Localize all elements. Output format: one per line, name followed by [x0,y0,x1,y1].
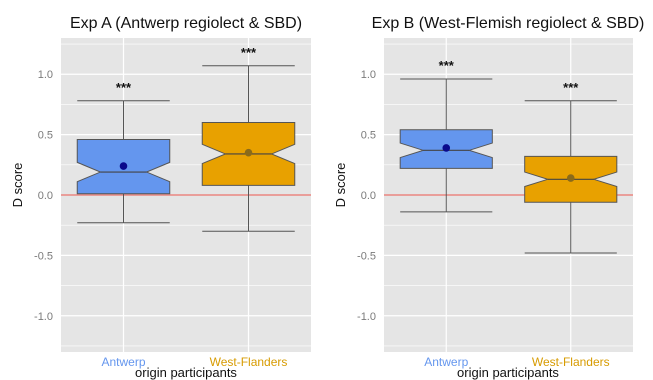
panel-b-plot: 1.0 0.5 0.0 -0.5 -1.0 *** Antwerp *** West-Fland… [357,38,633,369]
panel-a-y-tick-label: 0.5 [38,130,53,142]
panel-b-y-axis-label: D score [333,163,348,208]
panel-a-antwerp-category-label: Antwerp [101,355,145,369]
panel-b-x-axis-label: origin participants [457,365,559,380]
panel-a-west-flanders-significance-label: *** [241,45,257,60]
panel-b-y-tick-label: 0.5 [361,130,376,142]
panel-a-plot: 1.0 0.5 0.0 -0.5 -1.0 *** Antwerp *** West-Fland… [34,38,311,369]
panel-b-y-tick-label: 0.0 [361,190,376,202]
panel-a-west-flanders-category-label: West-Flanders [210,355,288,369]
panel-a-y-tick-label: -0.5 [34,250,53,262]
panel-b-y-tick-label: -1.0 [357,311,376,323]
panel-a-title: Exp A (Antwerp regiolect & SBD) [70,15,302,32]
panel-a-antwerp-mean-point [119,162,128,170]
panel-b-y-tick-label: -0.5 [357,250,376,262]
panel-a-y-axis-label: D score [10,163,25,208]
panel-a-west-flanders-mean-point [244,148,253,157]
panel-b-y-tick-label: 1.0 [361,69,376,81]
panel-a-antwerp-significance-label: *** [116,80,132,95]
panel-b-west-flanders-significance-label: *** [563,80,579,95]
panel-b-antwerp-significance-label: *** [439,58,455,73]
panel-a-x-axis-label: origin participants [135,365,237,380]
panel-b-antwerp-category-label: Antwerp [424,355,468,369]
panel-b-title: Exp B (West-Flemish regiolect & SBD) [372,15,645,32]
panel-b-west-flanders-category-label: West-Flanders [532,355,610,369]
panel-b-west-flanders-mean-point [566,174,575,182]
panel-a-y-tick-label: 1.0 [38,69,53,81]
panel-a-y-tick-label: 0.0 [38,190,53,202]
panel-a-y-tick-label: -1.0 [34,311,53,323]
panel-b-antwerp-mean-point [442,144,451,152]
